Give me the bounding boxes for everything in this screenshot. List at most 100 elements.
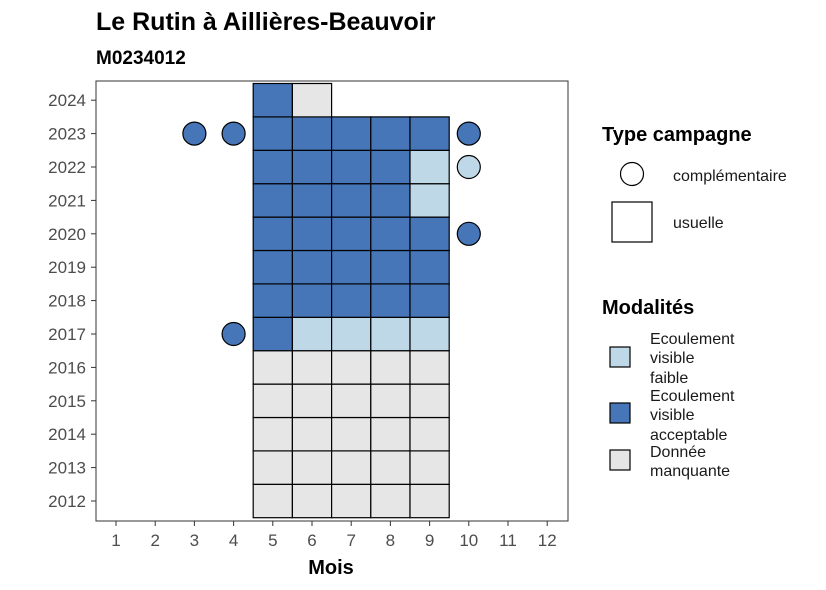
cell-2013-m7 bbox=[331, 450, 372, 485]
y-tick-label: 2022 bbox=[48, 158, 86, 177]
cell-2016-m9 bbox=[409, 350, 450, 385]
legend-circle-key bbox=[619, 161, 645, 187]
y-tick-label: 2019 bbox=[48, 258, 86, 277]
point-2023-m4 bbox=[221, 121, 246, 146]
legend-title-type-campagne: Type campagne bbox=[602, 124, 752, 146]
point-2023-m10 bbox=[456, 121, 481, 146]
cell-2023-m9 bbox=[409, 116, 450, 151]
cell-2021-m8 bbox=[370, 183, 411, 218]
cell-2020-m6 bbox=[291, 216, 333, 252]
cell-2014-m8 bbox=[370, 416, 411, 452]
legend-key-0 bbox=[609, 346, 631, 368]
cell-2021-m5 bbox=[252, 183, 293, 218]
cell-2021-m6 bbox=[291, 183, 333, 218]
y-tick-label: 2024 bbox=[48, 91, 86, 110]
cells-layer bbox=[182, 82, 481, 519]
y-tick-label: 2015 bbox=[48, 392, 86, 411]
y-tick-label: 2018 bbox=[48, 292, 86, 311]
y-tick-label: 2013 bbox=[48, 459, 86, 478]
cell-2022-m6 bbox=[291, 149, 333, 185]
cell-2017-m7 bbox=[331, 316, 372, 352]
cell-2015-m7 bbox=[331, 383, 372, 419]
cell-2024-m5 bbox=[252, 82, 293, 118]
y-tick-label: 2016 bbox=[48, 358, 86, 377]
cell-2019-m6 bbox=[291, 249, 333, 285]
cell-2023-m5 bbox=[252, 116, 293, 151]
cell-2019-m8 bbox=[370, 249, 411, 285]
cell-2020-m9 bbox=[409, 216, 450, 252]
cell-2022-m9 bbox=[409, 149, 450, 185]
cell-2012-m5 bbox=[252, 483, 293, 519]
x-tick-label: 5 bbox=[268, 531, 277, 550]
y-tick-label: 2023 bbox=[48, 125, 86, 144]
cell-2017-m8 bbox=[370, 316, 411, 352]
cell-2021-m7 bbox=[331, 183, 372, 218]
cell-2016-m7 bbox=[331, 350, 372, 385]
cell-2023-m7 bbox=[331, 116, 372, 151]
y-tick-label: 2012 bbox=[48, 492, 86, 511]
cell-2019-m5 bbox=[252, 249, 293, 285]
point-2023-m3 bbox=[182, 121, 207, 146]
cell-2020-m5 bbox=[252, 216, 293, 252]
cell-2012-m8 bbox=[370, 483, 411, 519]
x-tick-label: 2 bbox=[150, 531, 159, 550]
cell-2018-m5 bbox=[252, 283, 293, 318]
cell-2020-m8 bbox=[370, 216, 411, 252]
cell-2021-m9 bbox=[409, 183, 450, 218]
cell-2018-m9 bbox=[409, 283, 450, 318]
cell-2015-m8 bbox=[370, 383, 411, 419]
cell-2013-m5 bbox=[252, 450, 293, 485]
cell-2022-m5 bbox=[252, 149, 293, 185]
cell-2014-m5 bbox=[252, 416, 293, 452]
x-tick-label: 9 bbox=[425, 531, 434, 550]
x-tick-label: 4 bbox=[229, 531, 238, 550]
legend-key-2 bbox=[609, 449, 631, 471]
y-tick-label: 2017 bbox=[48, 325, 86, 344]
cell-2013-m9 bbox=[409, 450, 450, 485]
x-tick-label: 10 bbox=[459, 531, 478, 550]
point-2017-m4 bbox=[221, 321, 246, 347]
x-axis-title: Mois bbox=[308, 557, 354, 579]
cell-2013-m6 bbox=[291, 450, 333, 485]
cell-2017-m5 bbox=[252, 316, 293, 352]
legend-label-1: Ecoulement visible acceptable bbox=[650, 388, 735, 444]
legend-label-2: Donnée manquante bbox=[650, 444, 730, 480]
cell-2016-m6 bbox=[291, 350, 333, 385]
cell-2016-m5 bbox=[252, 350, 293, 385]
cell-2023-m6 bbox=[291, 116, 333, 151]
cell-2017-m9 bbox=[409, 316, 450, 352]
x-axis: 1 2 3 4 5 6 7 8 9 10 11 12 bbox=[111, 521, 557, 550]
x-tick-label: 8 bbox=[386, 531, 395, 550]
cell-2012-m7 bbox=[331, 483, 372, 519]
cell-2016-m8 bbox=[370, 350, 411, 385]
cell-2012-m9 bbox=[409, 483, 450, 519]
cell-2022-m8 bbox=[370, 149, 411, 185]
cell-2014-m6 bbox=[291, 416, 333, 452]
legend-modalites: Modalités Ecoulement visible faibleEcoulem… bbox=[602, 297, 735, 480]
point-2020-m10 bbox=[456, 221, 481, 246]
cell-2014-m9 bbox=[409, 416, 450, 452]
x-tick-label: 11 bbox=[499, 531, 517, 550]
cell-2019-m9 bbox=[409, 249, 450, 285]
cell-2023-m8 bbox=[370, 116, 411, 151]
cell-2024-m6 bbox=[291, 82, 333, 118]
chart-title: Le Rutin à Aillières-Beauvoir bbox=[96, 8, 436, 36]
cell-2012-m6 bbox=[291, 483, 333, 519]
x-tick-label: 6 bbox=[307, 531, 316, 550]
cell-2015-m5 bbox=[252, 383, 293, 419]
cell-2014-m7 bbox=[331, 416, 372, 452]
legend-title-modalites: Modalités bbox=[602, 297, 694, 319]
point-2022-m10 bbox=[456, 154, 481, 180]
x-tick-label: 12 bbox=[538, 531, 557, 550]
x-tick-label: 7 bbox=[346, 531, 355, 550]
cell-2018-m7 bbox=[331, 283, 372, 318]
cell-2020-m7 bbox=[331, 216, 372, 252]
legend-label-usuelle: usuelle bbox=[673, 215, 724, 232]
y-tick-label: 2014 bbox=[48, 425, 86, 444]
cell-2019-m7 bbox=[331, 249, 372, 285]
legend-square-key bbox=[611, 201, 653, 243]
cell-2018-m8 bbox=[370, 283, 411, 318]
chart-subtitle: M0234012 bbox=[96, 48, 186, 69]
legend-type-campagne: Type campagne complémentaire usuelle bbox=[602, 124, 787, 243]
